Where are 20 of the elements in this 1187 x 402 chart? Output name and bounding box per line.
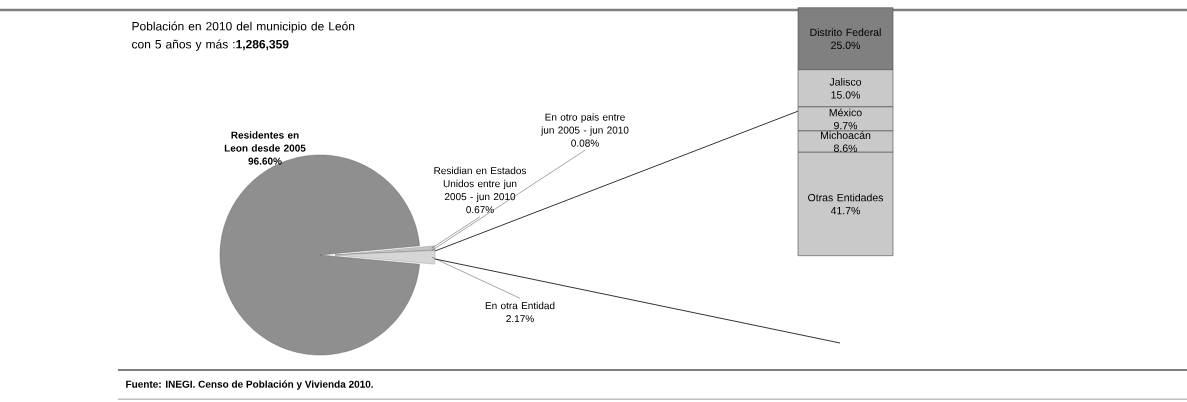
data-label: 9.7% — [834, 121, 858, 130]
text: Fuente: INEGI. Censo de Población y Vivienda 2010. — [126, 380, 373, 390]
slice-label: Residian en Estados Unidos entre jun 2005 - jun 2010 — [434, 166, 527, 203]
series-label: Michoacán — [820, 131, 871, 140]
data-label: 41.7% — [830, 206, 861, 215]
data-label: 25.0% — [831, 41, 861, 50]
series-label: Distrito Federal — [810, 28, 881, 37]
data-label: 8.6% — [833, 144, 858, 153]
series-label: Otras Entidades — [808, 193, 884, 202]
series-label: México — [829, 108, 862, 117]
slice-label: En otro pais entre jun 2005 - jun 2010 — [540, 113, 629, 136]
slice-label: Residentes en Leon desde 2005 — [224, 131, 306, 152]
data-label: 0.67% — [466, 206, 494, 214]
data-label: 0.08% — [571, 139, 599, 147]
data-label: 2.17% — [506, 315, 534, 323]
data-label: 96.60% — [248, 157, 282, 165]
data-label: 15.0% — [831, 91, 861, 99]
slice-label: En otra Entidad — [485, 301, 555, 310]
series-label: Jalisco — [829, 77, 862, 86]
chart-title: Población en 2010 del municipio de León con 5 años y más :1,286,359 — [132, 21, 355, 51]
